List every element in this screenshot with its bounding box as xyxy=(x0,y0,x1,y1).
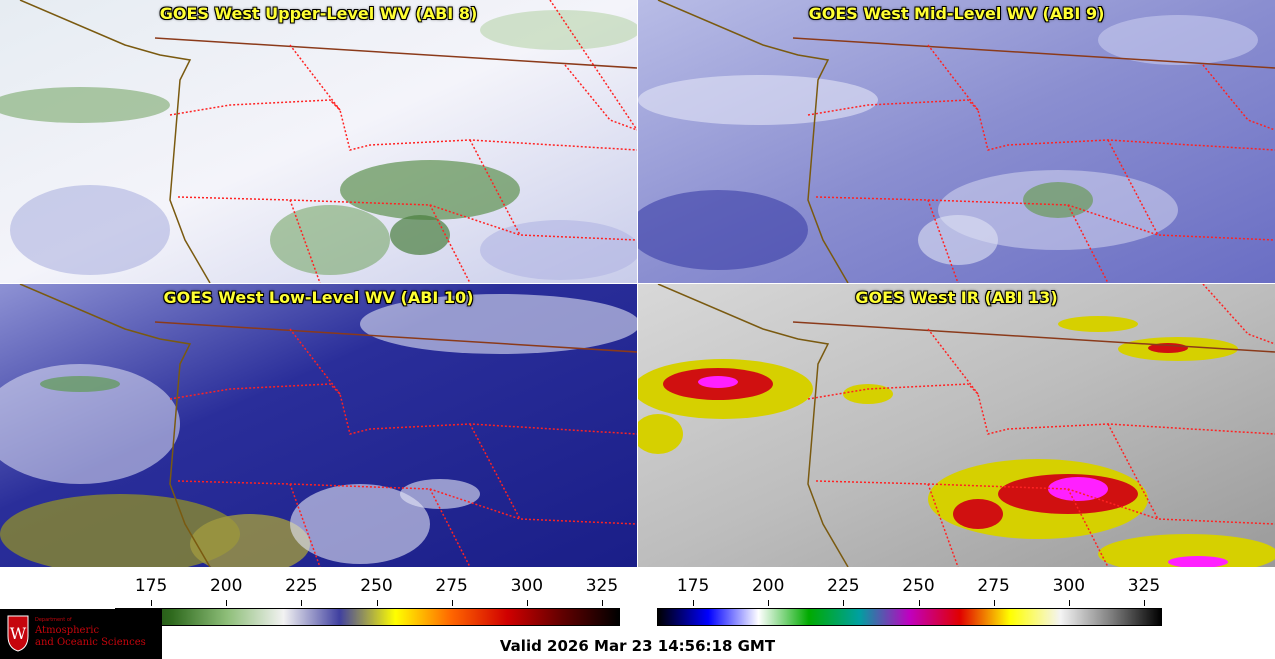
colorbar-tick-mark xyxy=(451,600,453,606)
colorbar-tick-label: 300 xyxy=(510,576,544,596)
colorbar-tick-label: 175 xyxy=(676,576,710,596)
panel-title: GOES West Low-Level WV (ABI 10) xyxy=(163,288,474,307)
aos-logo: W Department of Atmospheric and Oceanic … xyxy=(0,609,162,659)
colorbar-tick-mark xyxy=(918,600,920,606)
colorbar-tick-label: 275 xyxy=(977,576,1010,596)
ir-colorbar-gradient xyxy=(657,608,1162,626)
colorbar-tick-mark xyxy=(768,600,770,606)
colorbar-tick-label: 250 xyxy=(902,576,935,596)
colorbar-tick-mark xyxy=(376,600,378,606)
colorbar-tick-label: 275 xyxy=(435,576,468,596)
ir-colorbar: 175 200 225 250 275 300 325 xyxy=(657,576,1162,626)
crest-letter: W xyxy=(10,624,27,643)
panel-title: GOES West IR (ABI 13) xyxy=(855,288,1058,307)
wv-upper-image xyxy=(0,0,637,283)
colorbar-tick-mark xyxy=(993,600,995,606)
colorbar-tick-label: 300 xyxy=(1052,576,1086,596)
colorbar-tick-label: 200 xyxy=(751,576,785,596)
panel-ir: GOES West IR (ABI 13) xyxy=(638,284,1275,567)
panel-low-level-wv: GOES West Low-Level WV (ABI 10) xyxy=(0,284,637,567)
logo-department: Department of xyxy=(35,617,72,623)
colorbar-tick-label: 225 xyxy=(827,576,860,596)
colorbar-tick-mark xyxy=(843,600,845,606)
wv-colorbar-gradient xyxy=(115,608,620,626)
colorbar-tick-label: 325 xyxy=(1127,576,1161,596)
colorbar-tick-label: 325 xyxy=(585,576,619,596)
colorbar-tick-mark xyxy=(693,600,695,606)
uw-crest-icon: W xyxy=(7,615,29,652)
ir-image xyxy=(638,284,1275,567)
panel-title: GOES West Mid-Level WV (ABI 9) xyxy=(808,4,1105,23)
colorbar-tick-mark xyxy=(226,600,228,606)
colorbar-tick-label: 225 xyxy=(285,576,318,596)
valid-time: Valid 2026 Mar 23 14:56:18 GMT xyxy=(499,637,776,655)
logo-line1: Atmospheric xyxy=(35,625,100,636)
logo-line2: and Oceanic Sciences xyxy=(35,637,146,648)
colorbar-tick-mark xyxy=(601,600,603,606)
panel-mid-level-wv: GOES West Mid-Level WV (ABI 9) xyxy=(638,0,1275,283)
wv-low-image xyxy=(0,284,637,567)
wv-mid-image xyxy=(638,0,1275,283)
wv-colorbar: 175 200 225 250 275 300 325 xyxy=(115,576,620,626)
colorbar-tick-mark xyxy=(151,600,153,606)
panel-upper-level-wv: GOES West Upper-Level WV (ABI 8) xyxy=(0,0,637,283)
colorbar-tick-mark xyxy=(526,600,528,606)
colorbar-tick-label: 200 xyxy=(209,576,243,596)
colorbar-tick-mark xyxy=(301,600,303,606)
colorbar-tick-label: 250 xyxy=(360,576,393,596)
colorbar-tick-mark xyxy=(1143,600,1145,606)
colorbar-tick-mark xyxy=(1068,600,1070,606)
panel-title: GOES West Upper-Level WV (ABI 8) xyxy=(159,4,478,23)
colorbar-tick-label: 175 xyxy=(134,576,168,596)
